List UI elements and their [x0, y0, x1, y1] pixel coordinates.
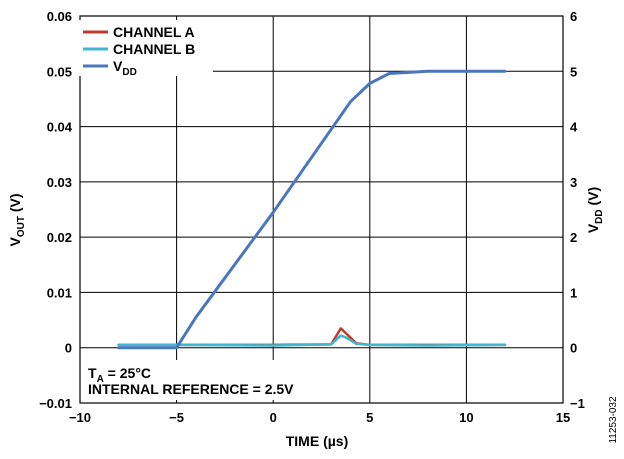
x-tick-label: 15: [556, 410, 570, 425]
y-left-tick-label: −0.01: [39, 396, 72, 411]
annotation-temperature-sub: A: [97, 374, 104, 385]
y-right-axis-label-main: V: [585, 223, 601, 233]
legend-label-vdd: VDD: [113, 58, 137, 78]
y-right-tick-label: 1: [570, 285, 577, 300]
y-left-tick-label: 0.01: [47, 285, 72, 300]
legend-label-vdd-main: V: [113, 58, 123, 74]
legend-label-channel-b: CHANNEL B: [113, 41, 195, 57]
y-left-axis-label: VOUT (V): [7, 193, 27, 246]
y-right-tick-label: −1: [570, 396, 585, 411]
x-tick-label: 0: [270, 410, 277, 425]
series-layer: [117, 69, 507, 350]
y-left-axis-label-sub: OUT: [16, 216, 27, 237]
y-right-tick-label: 2: [570, 230, 577, 245]
y-left-tick-label: 0.02: [47, 230, 72, 245]
y-right-tick-label: 4: [570, 120, 578, 135]
annotation-temperature-main: T: [88, 365, 97, 381]
series-line-vdd: [117, 69, 507, 350]
x-axis-label: TIME (µs): [286, 433, 349, 449]
y-right-axis-label: VDD (V): [585, 187, 605, 233]
legend: CHANNEL A CHANNEL B VDD: [79, 20, 213, 78]
x-tick-label: 10: [459, 410, 473, 425]
x-tick-label: 5: [366, 410, 373, 425]
y-right-tick-label: 3: [570, 175, 577, 190]
y-left-tick-label: 0: [65, 341, 72, 356]
x-tick-labels: −10 −5 0 5 10 15: [69, 410, 570, 425]
plot-frame: [79, 15, 564, 404]
annotation-block: TA = 25°C INTERNAL REFERENCE = 2.5V: [86, 360, 336, 400]
y-left-tick-label: 0.03: [47, 175, 72, 190]
y-right-axis-label-unit: (V): [585, 187, 601, 210]
y-right-tick-label: 5: [570, 64, 577, 79]
figure-id: 11253-032: [608, 396, 619, 444]
annotation-temperature: TA = 25°C: [88, 365, 151, 385]
annotation-reference: INTERNAL REFERENCE = 2.5V: [88, 381, 294, 397]
series-line-channel-b: [117, 334, 507, 347]
y-left-axis-label-main: V: [7, 237, 23, 247]
y-left-tick-label: 0.04: [47, 120, 73, 135]
y-right-axis-label-sub: DD: [594, 209, 605, 223]
annotation-temperature-rest: = 25°C: [104, 365, 151, 381]
x-tick-label: −10: [69, 410, 91, 425]
y-right-tick-labels: 6 5 4 3 2 1 0 −1: [570, 9, 585, 411]
y-left-tick-label: 0.05: [47, 64, 72, 79]
y-right-tick-label: 6: [570, 9, 577, 24]
y-left-tick-label: 0.06: [47, 9, 72, 24]
legend-label-channel-a: CHANNEL A: [113, 24, 195, 40]
y-left-axis-label-unit: (V): [7, 193, 23, 216]
y-left-tick-labels: 0.06 0.05 0.04 0.03 0.02 0.01 0 −0.01: [39, 9, 73, 411]
annotation-background: [86, 360, 336, 400]
x-tick-label: −5: [169, 410, 184, 425]
y-right-tick-label: 0: [570, 341, 577, 356]
legend-label-vdd-sub: DD: [122, 67, 136, 78]
